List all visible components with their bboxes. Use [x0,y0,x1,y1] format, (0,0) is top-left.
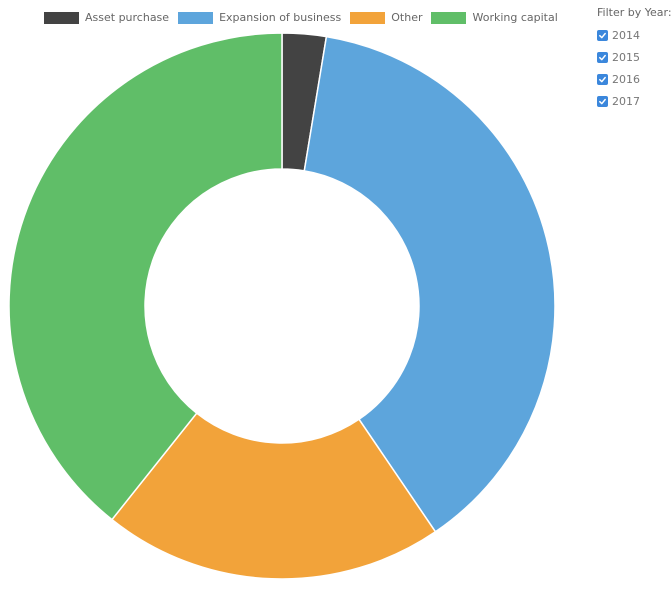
legend-label: Working capital [472,11,558,24]
legend-swatch [44,11,79,24]
legend-item[interactable]: Expansion of business [178,11,341,24]
filter-title: Filter by Year: [597,6,671,19]
checkbox[interactable] [597,95,608,107]
donut-slice-expansion-of-business[interactable] [303,35,556,533]
legend-label: Expansion of business [219,11,342,24]
legend-item[interactable]: Other [350,11,422,24]
legend-label: Asset purchase [85,11,170,24]
filter-option-label: 2015 [612,50,640,64]
filter-option-label: 2017 [612,94,640,108]
filter-option-2015[interactable]: 2015 [597,46,671,68]
legend-label: Other [391,11,423,24]
legend-swatch [350,11,386,24]
filter-option-2017[interactable]: 2017 [597,90,671,112]
year-filter-panel: Filter by Year: 2014 2015 2016 2017 [597,6,671,112]
legend-swatch [178,11,214,24]
filter-option-label: 2016 [612,72,640,86]
filter-option-label: 2014 [612,28,640,42]
donut-slice-working-capital[interactable] [8,32,283,521]
chart-legend: Asset purchase Expansion of business Other… [44,11,567,24]
legend-item[interactable]: Asset purchase [44,11,169,24]
filter-options: 2014 2015 2016 2017 [597,24,671,112]
filter-option-2014[interactable]: 2014 [597,24,671,46]
donut-slice-other[interactable] [110,412,437,580]
legend-item[interactable]: Working capital [431,11,558,24]
filter-option-2016[interactable]: 2016 [597,68,671,90]
checkbox[interactable] [597,73,608,85]
checkbox[interactable] [597,51,608,63]
legend-swatch [431,11,467,24]
checkbox[interactable] [597,29,608,41]
